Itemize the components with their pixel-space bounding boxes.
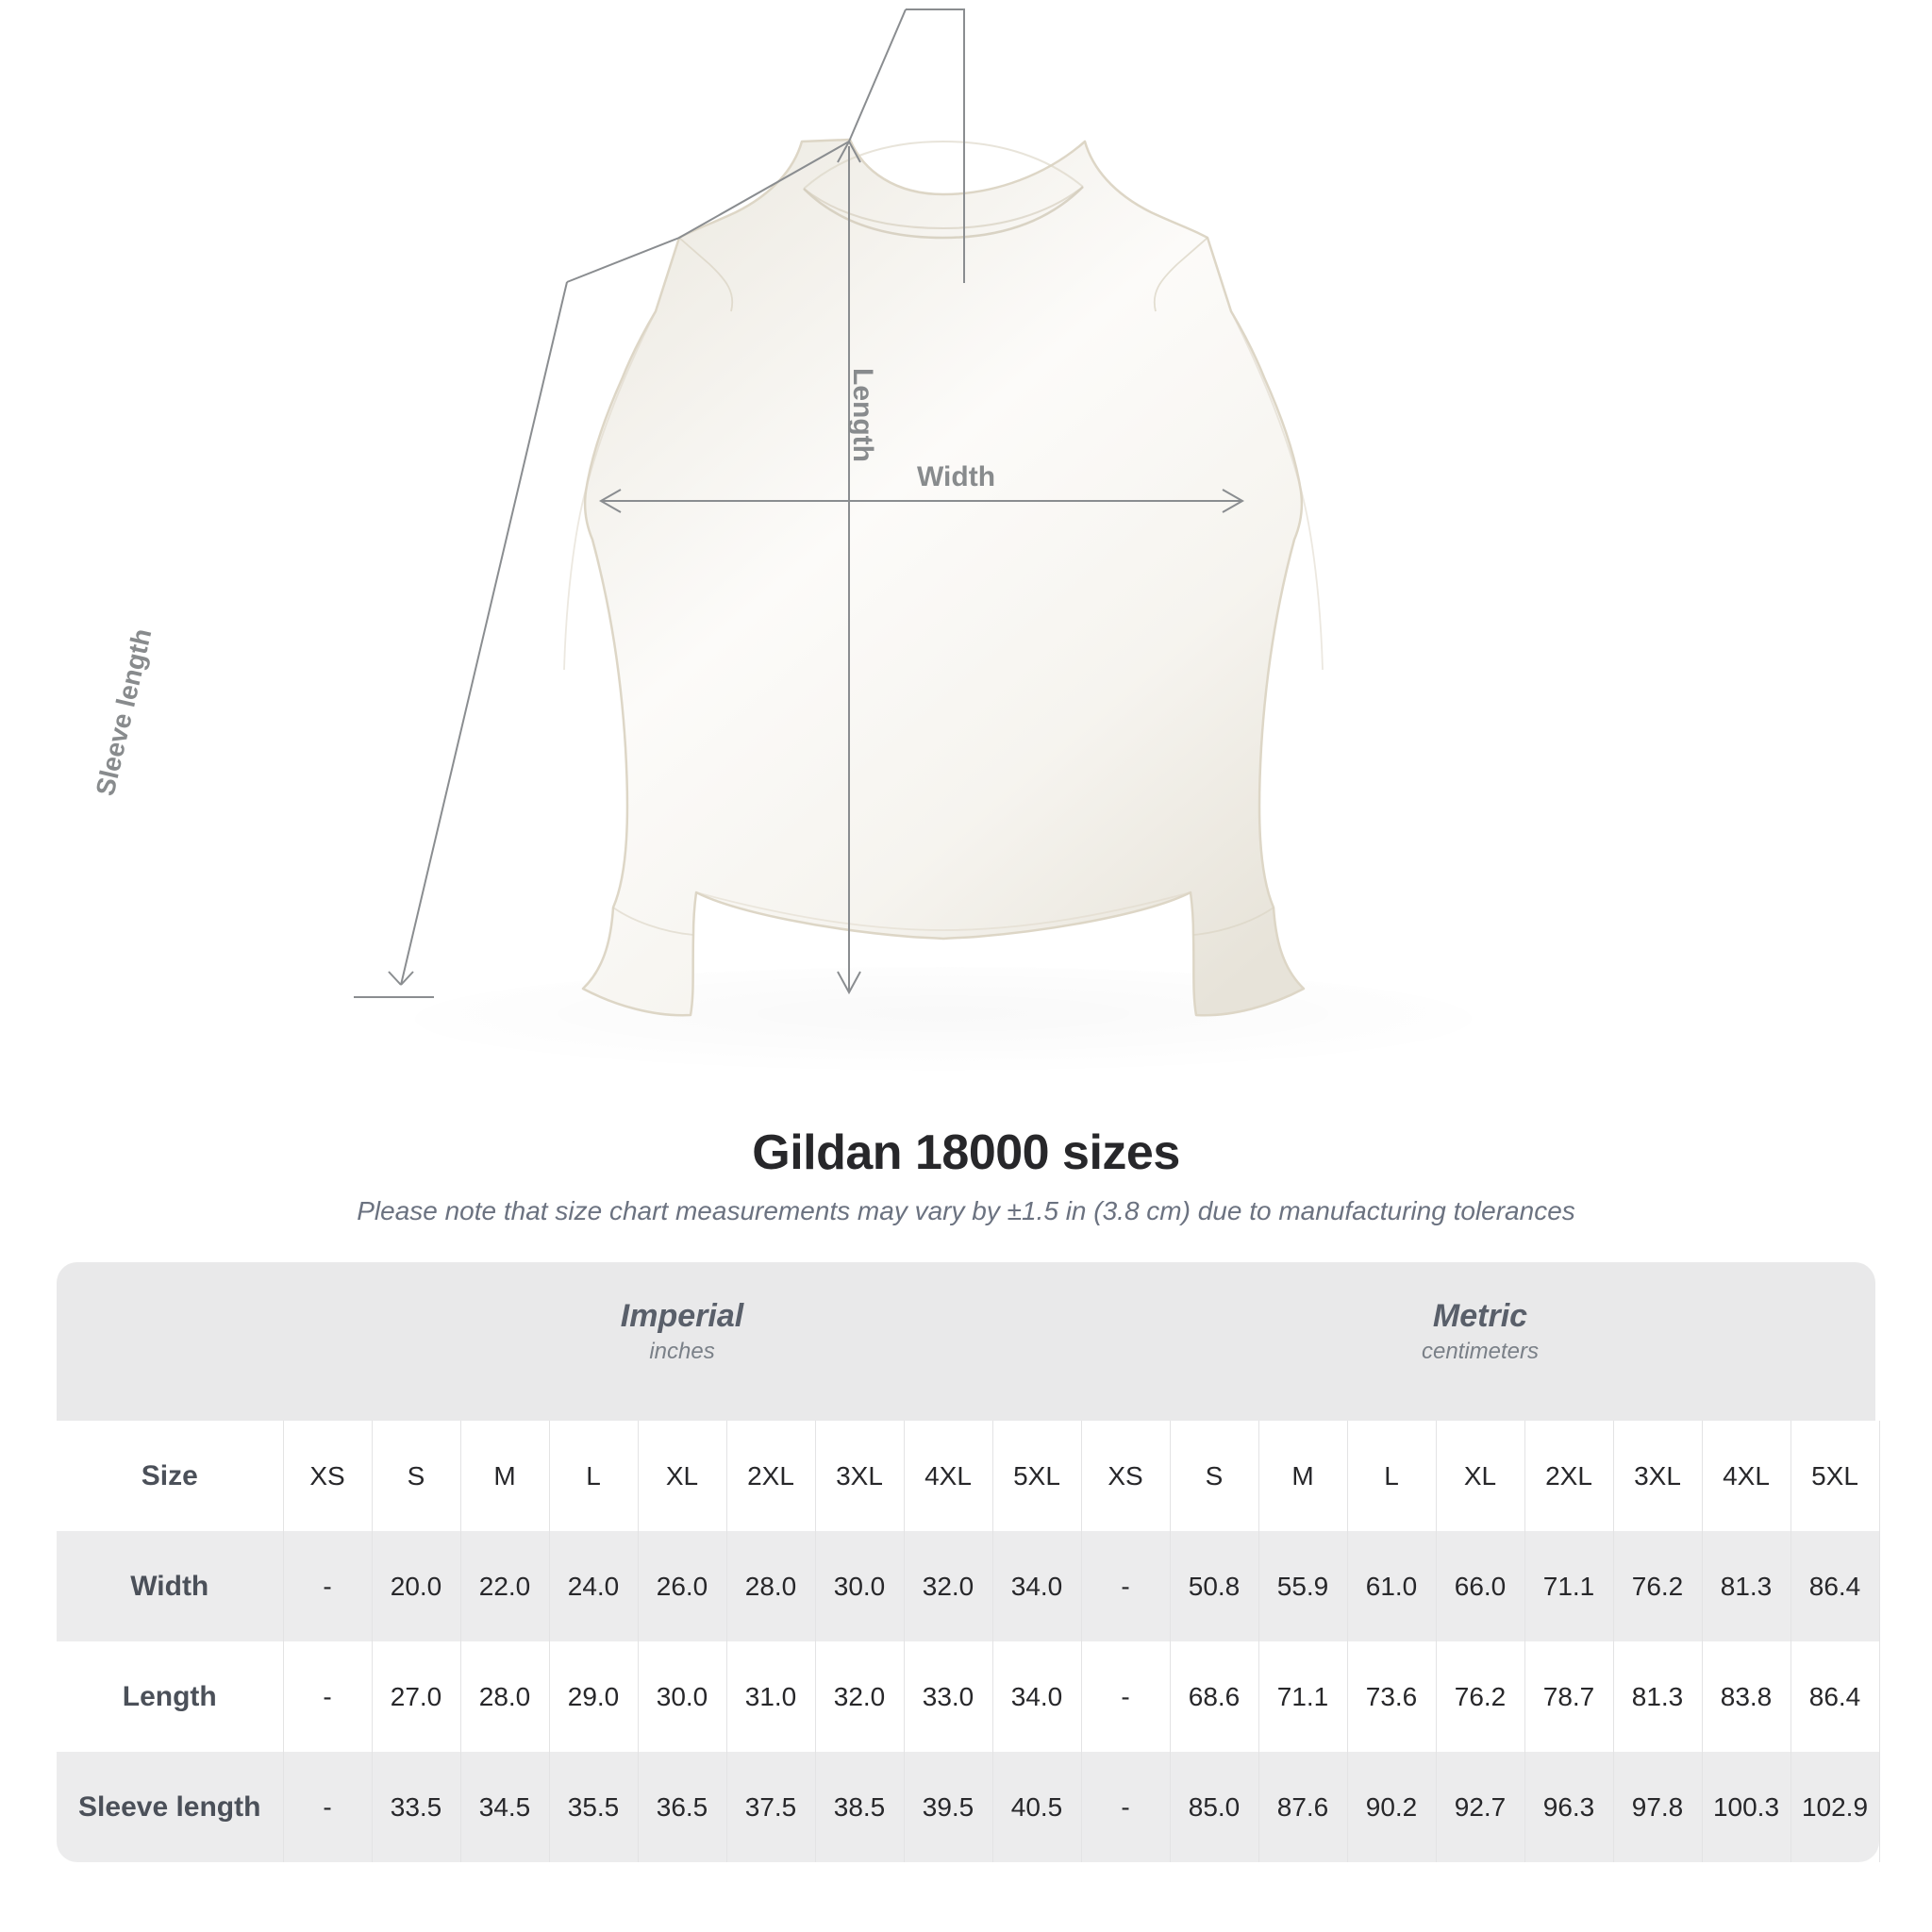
svg-text:Length: Length (847, 368, 878, 462)
svg-text:Width: Width (917, 461, 995, 492)
svg-text:Sleeve length: Sleeve length (91, 625, 158, 798)
